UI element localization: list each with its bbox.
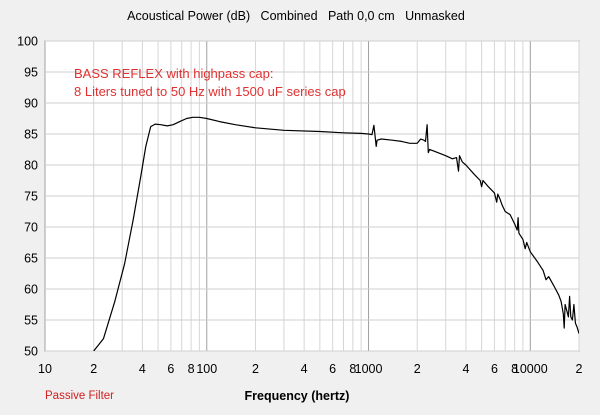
x-tick-label: 6	[329, 362, 336, 376]
y-tick-label: 60	[24, 283, 38, 297]
x-tick-label: 4	[139, 362, 146, 376]
y-tick-label: 90	[24, 97, 38, 111]
passive-filter-label: Passive Filter	[45, 390, 114, 402]
y-axis-ticks: 50 55 60 65 70 75 80 85 90 95 100	[17, 35, 38, 359]
y-tick-label: 55	[24, 314, 38, 328]
x-tick-label: 6	[491, 362, 498, 376]
x-tick-label: 6	[167, 362, 174, 376]
y-tick-label: 95	[24, 66, 38, 80]
y-tick-label: 75	[24, 190, 38, 204]
series-line	[93, 116, 579, 351]
chart-title: Acoustical Power (dB) Combined Path 0,0 …	[127, 9, 465, 23]
x-tick-label: 8	[349, 362, 356, 376]
x-tick-label: 4	[301, 362, 308, 376]
annotation-line-2: 8 Liters tuned to 50 Hz with 1500 uF ser…	[74, 84, 346, 99]
y-tick-label: 65	[24, 252, 38, 266]
x-tick-label: 2	[576, 362, 583, 376]
x-tick-label: 10000	[513, 362, 548, 376]
x-tick-label: 2	[252, 362, 259, 376]
x-tick-label: 2	[90, 362, 97, 376]
x-tick-label: 2	[414, 362, 421, 376]
x-tick-label: 4	[462, 362, 469, 376]
x-tick-label: 100	[196, 362, 217, 376]
annotation-line-1: BASS REFLEX with highpass cap:	[74, 66, 273, 81]
y-tick-label: 70	[24, 221, 38, 235]
grid-lines	[44, 40, 580, 352]
y-tick-label: 100	[17, 35, 38, 49]
y-tick-label: 50	[24, 345, 38, 359]
x-tick-label: 8	[188, 362, 195, 376]
y-tick-label: 80	[24, 159, 38, 173]
x-tick-label: 1000	[355, 362, 383, 376]
x-tick-label: 8	[511, 362, 518, 376]
x-tick-label: 10	[38, 362, 52, 376]
y-tick-label: 85	[24, 128, 38, 142]
x-axis-label: Frequency (hertz)	[245, 389, 350, 403]
series-layer	[93, 116, 579, 351]
